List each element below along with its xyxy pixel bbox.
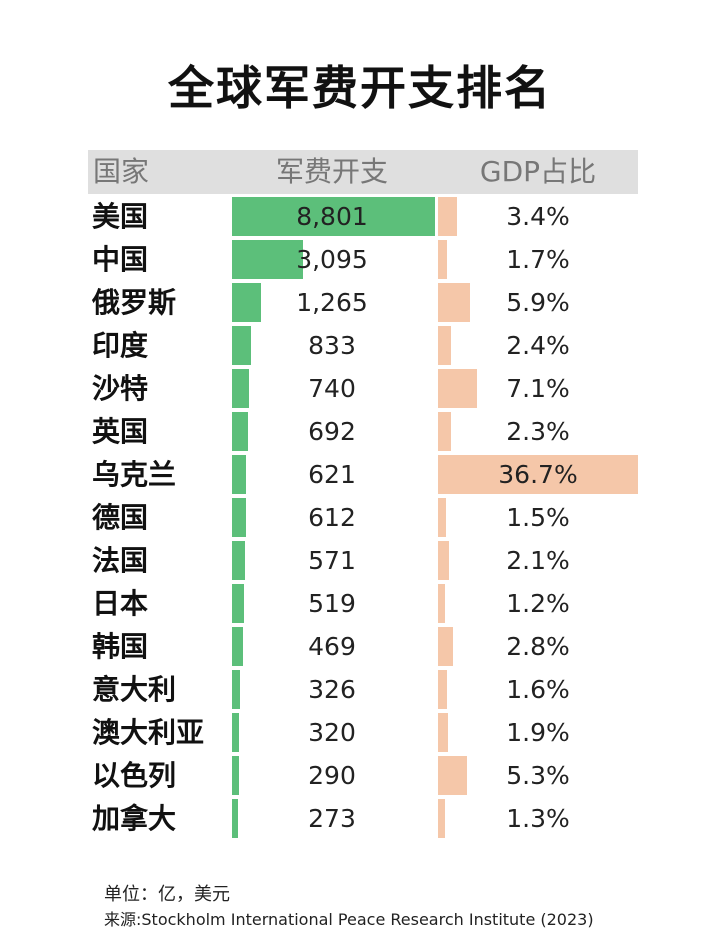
gdp-bar (438, 541, 450, 580)
table-row: 澳大利亚 320 1.9% (0, 711, 720, 754)
spend-value-label: 290 (308, 761, 356, 790)
spend-bar (232, 498, 247, 537)
gdp-value-label: 1.3% (506, 804, 570, 833)
country-label: 印度 (92, 329, 149, 362)
header-gdp: GDP占比 (479, 155, 597, 188)
gdp-value-label: 2.1% (506, 546, 570, 575)
spend-value-label: 692 (308, 417, 356, 446)
spend-bar (232, 627, 243, 666)
gdp-value-label: 2.8% (506, 632, 570, 661)
spend-value-label: 1,265 (296, 288, 368, 317)
spend-value-label: 571 (308, 546, 356, 575)
gdp-bar (438, 713, 449, 752)
gdp-bar (438, 283, 471, 322)
gdp-value-label: 1.2% (506, 589, 570, 618)
gdp-value-label: 36.7% (498, 460, 578, 489)
spend-value-label: 519 (308, 589, 356, 618)
gdp-bar (438, 455, 638, 494)
spend-bar (232, 455, 247, 494)
gdp-bar (438, 584, 445, 623)
spend-bar (232, 799, 239, 838)
spend-value-label: 326 (308, 675, 356, 704)
spend-value-label: 320 (308, 718, 356, 747)
country-label: 韩国 (92, 630, 149, 663)
table-row: 加拿大 273 1.3% (0, 797, 720, 840)
table-row: 乌克兰 621 36.7% (0, 453, 720, 496)
spend-bar (232, 756, 239, 795)
country-label: 英国 (92, 415, 149, 448)
spend-value-label: 8,801 (296, 202, 368, 231)
gdp-bar (438, 240, 448, 279)
gdp-value-label: 1.9% (506, 718, 570, 747)
gdp-value-label: 3.4% (506, 202, 570, 231)
footer-source: 来源:Stockholm International Peace Researc… (104, 910, 594, 929)
gdp-bar (438, 197, 457, 236)
spend-bar (232, 369, 250, 408)
gdp-value-label: 1.7% (506, 245, 570, 274)
spend-value-label: 273 (308, 804, 356, 833)
header-country: 国家 (93, 155, 150, 188)
spend-value-label: 469 (308, 632, 356, 661)
country-label: 澳大利亚 (92, 716, 205, 749)
country-label: 以色列 (92, 759, 177, 792)
country-label: 乌克兰 (92, 458, 177, 491)
spend-bar (232, 197, 435, 236)
footer-unit: 单位：亿，美元 (104, 884, 230, 905)
spend-value-label: 740 (308, 374, 356, 403)
gdp-bar (438, 498, 447, 537)
gdp-bar (438, 799, 446, 838)
gdp-value-label: 1.5% (506, 503, 570, 532)
table-row: 韩国 469 2.8% (0, 625, 720, 668)
table-row: 沙特 740 7.1% (0, 367, 720, 410)
spend-bar (232, 584, 244, 623)
gdp-bar (438, 627, 454, 666)
spending-table: 国家 军费开支 GDP占比 美国 8,801 3.4% 中国 3,095 1.7% 俄罗斯 1… (0, 150, 720, 850)
table-row: 日本 519 1.2% (0, 582, 720, 625)
spend-value-label: 3,095 (296, 245, 368, 274)
spend-value-label: 612 (308, 503, 356, 532)
country-label: 俄罗斯 (92, 286, 177, 319)
table-row: 美国 8,801 3.4% (0, 195, 720, 238)
table-header (88, 150, 638, 194)
table-row: 俄罗斯 1,265 5.9% (0, 281, 720, 324)
gdp-value-label: 5.9% (506, 288, 570, 317)
gdp-value-label: 1.6% (506, 675, 570, 704)
country-label: 美国 (92, 200, 149, 233)
spend-bar (232, 283, 262, 322)
gdp-bar (438, 326, 452, 365)
chart-title: 全球军费开支排名 (168, 61, 552, 115)
spend-bar (232, 326, 252, 365)
country-label: 沙特 (92, 372, 149, 405)
country-label: 德国 (92, 501, 149, 534)
spend-bar (232, 240, 304, 279)
country-label: 加拿大 (92, 802, 177, 835)
table-row: 中国 3,095 1.7% (0, 238, 720, 281)
country-label: 日本 (92, 587, 149, 620)
gdp-value-label: 2.3% (506, 417, 570, 446)
table-row: 法国 571 2.1% (0, 539, 720, 582)
spend-bar (232, 412, 248, 451)
spend-bar (232, 713, 240, 752)
gdp-bar (438, 369, 477, 408)
gdp-value-label: 2.4% (506, 331, 570, 360)
table-row: 意大利 326 1.6% (0, 668, 720, 711)
spend-value-label: 833 (308, 331, 356, 360)
gdp-value-label: 7.1% (506, 374, 570, 403)
country-label: 法国 (92, 544, 149, 577)
spend-value-label: 621 (308, 460, 356, 489)
table-row: 德国 612 1.5% (0, 496, 720, 539)
gdp-value-label: 5.3% (506, 761, 570, 790)
gdp-bar (438, 756, 467, 795)
header-spend: 军费开支 (275, 155, 388, 188)
gdp-bar (438, 670, 447, 709)
country-label: 中国 (92, 243, 149, 276)
gdp-bar (438, 412, 451, 451)
spend-bar (232, 541, 246, 580)
table-row: 以色列 290 5.3% (0, 754, 720, 797)
table-row: 印度 833 2.4% (0, 324, 720, 367)
table-row: 英国 692 2.3% (0, 410, 720, 453)
spend-bar (232, 670, 240, 709)
country-label: 意大利 (92, 673, 177, 706)
